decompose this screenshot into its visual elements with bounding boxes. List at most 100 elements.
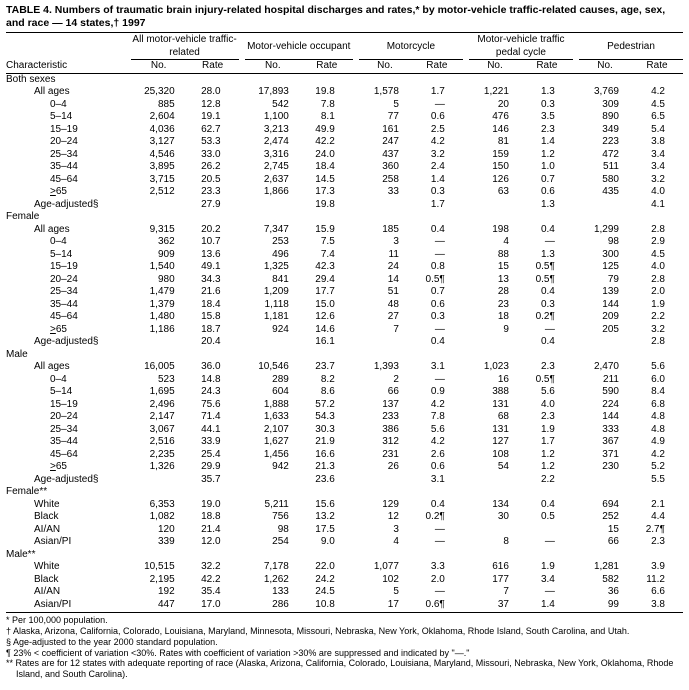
cell-rate: 6.0 <box>631 374 683 387</box>
table-row: Asian/PI33912.02549.04—8—662.3 <box>6 536 683 549</box>
cell-rate: 44.1 <box>187 424 239 437</box>
row-label: Asian/PI <box>6 599 131 612</box>
cell-rate: 1.7 <box>521 436 573 449</box>
cell-no: 98 <box>579 236 631 249</box>
cell-no: 5 <box>359 586 411 599</box>
cell-no: 362 <box>131 236 187 249</box>
cell-rate: 21.9 <box>301 436 353 449</box>
cell-rate: 21.3 <box>301 461 353 474</box>
cell-rate: 0.3 <box>411 186 463 199</box>
cell-rate: 4.8 <box>631 424 683 437</box>
cell-rate: 7.5 <box>301 236 353 249</box>
cell-rate: 4.8 <box>631 411 683 424</box>
cell-rate: 27.9 <box>187 199 239 212</box>
cell-rate: 5.2 <box>631 461 683 474</box>
section-header: Male** <box>6 549 683 562</box>
table-row: All ages9,31520.27,34715.91850.41980.41,… <box>6 224 683 237</box>
cell-no: 17,893 <box>245 86 301 99</box>
cell-no: 1,326 <box>131 461 187 474</box>
cell-rate: 3.1 <box>411 361 463 374</box>
col-no: No. <box>359 60 411 74</box>
cell-rate: 6.6 <box>631 586 683 599</box>
cell-rate: 0.5¶ <box>521 374 573 387</box>
cell-rate: 1.9 <box>521 561 573 574</box>
cell-no <box>359 199 411 212</box>
cell-rate: 1.7 <box>411 199 463 212</box>
cell-no: 51 <box>359 286 411 299</box>
row-label: Asian/PI <box>6 536 131 549</box>
cell-rate: 0.2¶ <box>411 511 463 524</box>
cell-rate: 2.2 <box>631 311 683 324</box>
cell-no: 68 <box>469 411 521 424</box>
cell-rate: — <box>411 249 463 262</box>
cell-rate: 14.6 <box>301 324 353 337</box>
cell-rate: 0.9 <box>411 386 463 399</box>
row-label: >65 <box>6 461 131 474</box>
cell-no: 66 <box>579 536 631 549</box>
cell-no: 1,379 <box>131 299 187 312</box>
cell-rate: 0.8 <box>411 261 463 274</box>
cell-no: 33 <box>359 186 411 199</box>
cell-no: 3,769 <box>579 86 631 99</box>
cell-rate: 21.6 <box>187 286 239 299</box>
cell-rate: 20.2 <box>187 224 239 237</box>
cell-no: 28 <box>469 286 521 299</box>
cell-rate: 1.4 <box>411 174 463 187</box>
cell-no: 2,512 <box>131 186 187 199</box>
cell-rate: 18.4 <box>187 299 239 312</box>
cell-no: 542 <box>245 99 301 112</box>
cell-rate: 13.2 <box>301 511 353 524</box>
cell-rate: 10.8 <box>301 599 353 612</box>
cell-rate: 2.9 <box>631 236 683 249</box>
cell-no: 1,082 <box>131 511 187 524</box>
cell-no: 447 <box>131 599 187 612</box>
cell-no: 1,100 <box>245 111 301 124</box>
cell-rate: 2.3 <box>631 536 683 549</box>
cell-rate: 9.0 <box>301 536 353 549</box>
cell-rate: 71.4 <box>187 411 239 424</box>
table-row: 45–641,48015.81,18112.6270.3180.2¶2092.2 <box>6 311 683 324</box>
cell-no: 48 <box>359 299 411 312</box>
cell-no: 16,005 <box>131 361 187 374</box>
cell-rate: 23.6 <box>301 474 353 487</box>
cell-rate: 0.7 <box>521 174 573 187</box>
cell-rate: 1.2 <box>521 149 573 162</box>
cell-rate: 4.5 <box>631 99 683 112</box>
table-row: 25–344,54633.03,31624.04373.21591.24723.… <box>6 149 683 162</box>
cell-no: 1,578 <box>359 86 411 99</box>
cell-rate: 16.6 <box>301 449 353 462</box>
cell-rate: 0.6 <box>411 111 463 124</box>
row-label: 5–14 <box>6 111 131 124</box>
cell-rate: 4.0 <box>521 399 573 412</box>
cell-no <box>131 336 187 349</box>
row-label: 45–64 <box>6 449 131 462</box>
cell-rate: 15.9 <box>301 224 353 237</box>
cell-no: 980 <box>131 274 187 287</box>
cell-no: 17 <box>359 599 411 612</box>
cell-rate: 4.1 <box>631 199 683 212</box>
table-row: 45–643,71520.52,63714.52581.41260.75803.… <box>6 174 683 187</box>
cell-no: 367 <box>579 436 631 449</box>
cell-rate: 25.4 <box>187 449 239 462</box>
row-label: 0–4 <box>6 374 131 387</box>
table-row: White10,51532.27,17822.01,0773.36161.91,… <box>6 561 683 574</box>
data-table: All motor-vehicle traffic-related Motor-… <box>6 34 683 611</box>
cell-rate: 12.0 <box>187 536 239 549</box>
cell-rate: 23.7 <box>301 361 353 374</box>
cell-no: 15 <box>469 261 521 274</box>
cell-rate: 75.6 <box>187 399 239 412</box>
cell-no: 333 <box>579 424 631 437</box>
cell-no: 2,470 <box>579 361 631 374</box>
cell-rate: 32.2 <box>187 561 239 574</box>
cell-rate: 5.4 <box>631 124 683 137</box>
cell-rate: — <box>411 324 463 337</box>
cell-no: 224 <box>579 399 631 412</box>
cell-no: 3,213 <box>245 124 301 137</box>
cell-rate: 19.8 <box>301 86 353 99</box>
cell-no: 137 <box>359 399 411 412</box>
cell-no: 209 <box>579 311 631 324</box>
cell-rate: 28.0 <box>187 86 239 99</box>
cell-rate: 35.7 <box>187 474 239 487</box>
cell-no <box>245 336 301 349</box>
cell-rate: 0.5¶ <box>521 274 573 287</box>
